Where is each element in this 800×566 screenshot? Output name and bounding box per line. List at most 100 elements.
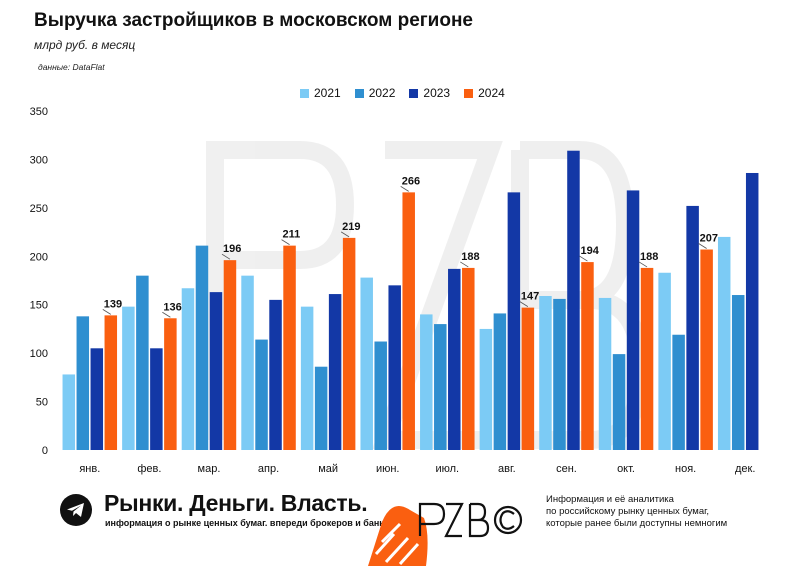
bar-2023-9 bbox=[567, 150, 580, 450]
y-tick-label: 350 bbox=[30, 106, 48, 118]
y-tick-label: 100 bbox=[30, 348, 48, 360]
legend-swatch bbox=[464, 88, 474, 98]
data-source: данные: DataFlat bbox=[38, 62, 105, 72]
legend-item-2024: 2024 bbox=[464, 86, 505, 100]
bar-2022-11 bbox=[672, 334, 685, 450]
bar-2024-1 bbox=[104, 315, 118, 450]
telegram-icon[interactable] bbox=[60, 494, 92, 526]
y-tick-label: 50 bbox=[36, 397, 48, 409]
bar-2022-5 bbox=[314, 366, 328, 450]
bar-2021-8 bbox=[479, 328, 493, 450]
legend-swatch bbox=[409, 88, 419, 98]
data-label: 196 bbox=[223, 243, 241, 255]
bar-2021-5 bbox=[300, 306, 314, 450]
data-label-leader bbox=[162, 311, 171, 318]
bar-2023-7 bbox=[448, 268, 461, 450]
data-label-leader bbox=[281, 239, 290, 245]
data-label: 136 bbox=[163, 301, 181, 313]
bar-2021-4 bbox=[241, 275, 254, 450]
x-tick-label: дек. bbox=[735, 463, 755, 475]
chart-subtitle: млрд руб. в месяц bbox=[34, 38, 136, 52]
bar-2021-6 bbox=[360, 277, 373, 450]
legend: 2021 2022 2023 2024 bbox=[300, 86, 505, 100]
x-axis: янв. фев. мар. апр. май июн. июл. авг. сен. окт. н… bbox=[79, 463, 755, 475]
bar-2023-2 bbox=[150, 348, 163, 450]
bar-2024-10 bbox=[640, 267, 654, 450]
bar-2024-3 bbox=[223, 260, 237, 450]
bar-2023-11 bbox=[686, 205, 699, 450]
data-label: 207 bbox=[700, 233, 718, 245]
legend-swatch bbox=[300, 88, 309, 98]
x-tick-label: апр. bbox=[258, 463, 279, 475]
bar-2021-9 bbox=[539, 295, 552, 450]
data-label-leader bbox=[460, 261, 469, 268]
data-label: 147 bbox=[521, 291, 539, 303]
bars bbox=[62, 150, 759, 451]
bar-2021-11 bbox=[658, 272, 671, 450]
data-label-leader bbox=[400, 186, 409, 192]
legend-label: 2021 bbox=[314, 86, 341, 100]
data-labels: 139 136 196 211 219 266 188 147 194 188 207 bbox=[102, 175, 718, 318]
legend-label: 2023 bbox=[423, 86, 451, 100]
bar-2021-10 bbox=[598, 297, 612, 450]
legend-label: 2022 bbox=[368, 86, 396, 100]
legend-item-2023: 2023 bbox=[409, 86, 450, 100]
y-tick-label: 150 bbox=[30, 300, 48, 312]
y-tick-label: 300 bbox=[30, 154, 48, 166]
bar-2023-5 bbox=[328, 294, 342, 450]
x-tick-label: мар. bbox=[198, 463, 221, 475]
legend-item-2021: 2021 bbox=[300, 86, 341, 100]
bar-2024-8 bbox=[521, 307, 535, 450]
data-label-leader bbox=[579, 255, 588, 262]
bar-2024-4 bbox=[283, 245, 296, 450]
bar-2022-1 bbox=[76, 316, 90, 450]
footer-note-line: по российскому рынку ценных бумаг, bbox=[546, 506, 710, 517]
x-tick-label: сен. bbox=[556, 463, 577, 475]
bar-2022-10 bbox=[612, 354, 626, 450]
x-tick-label: ноя. bbox=[675, 463, 696, 475]
data-label: 266 bbox=[402, 175, 420, 187]
bar-2021-12 bbox=[717, 236, 731, 450]
bar-2023-4 bbox=[269, 299, 282, 450]
bar-2022-9 bbox=[553, 298, 566, 450]
bar-2022-2 bbox=[136, 275, 149, 450]
legend-swatch bbox=[354, 88, 364, 98]
y-tick-label: 250 bbox=[30, 203, 48, 215]
bar-chart: 0 50 100 150 200 250 300 350 янв. фев. мар. апр. ма… bbox=[30, 106, 759, 475]
x-tick-label: янв. bbox=[79, 463, 100, 475]
data-label: 219 bbox=[342, 221, 360, 233]
footer-note: Информация и её аналитика по российскому… bbox=[546, 494, 786, 530]
data-label-leader bbox=[102, 309, 112, 315]
data-label-leader bbox=[340, 231, 350, 238]
footer-note-line: Информация и её аналитика bbox=[546, 494, 674, 505]
bar-2023-10 bbox=[626, 190, 640, 450]
bar-2022-4 bbox=[255, 339, 268, 450]
x-tick-label: май bbox=[318, 463, 338, 475]
bar-2024-7 bbox=[462, 267, 475, 450]
legend-item-2022: 2022 bbox=[354, 86, 396, 100]
brand-name[interactable]: Рынки. Деньги. Власть. bbox=[104, 490, 368, 516]
y-axis: 0 50 100 150 200 250 300 350 bbox=[30, 106, 48, 457]
bar-2022-3 bbox=[195, 245, 209, 450]
data-label: 211 bbox=[283, 229, 301, 241]
footer: Рынки. Деньги. Власть. информация о рынк… bbox=[0, 478, 800, 566]
bar-2022-7 bbox=[434, 324, 447, 450]
rzb-logo bbox=[368, 502, 523, 566]
data-label: 188 bbox=[640, 251, 658, 263]
bar-2022-8 bbox=[493, 313, 507, 450]
bar-2023-6 bbox=[388, 285, 401, 450]
y-tick-label: 0 bbox=[42, 445, 48, 457]
bar-2021-1 bbox=[62, 374, 76, 450]
x-tick-label: авг. bbox=[498, 463, 516, 475]
chart-title: Выручка застройщиков в московском регион… bbox=[34, 10, 474, 31]
x-tick-label: фев. bbox=[137, 463, 161, 475]
x-tick-label: июл. bbox=[435, 463, 459, 475]
bar-2023-1 bbox=[90, 348, 104, 450]
x-tick-label: окт. bbox=[617, 463, 635, 475]
data-label-leader bbox=[638, 261, 648, 268]
bar-2021-7 bbox=[420, 314, 433, 450]
bar-2023-12 bbox=[745, 172, 759, 450]
bar-2022-6 bbox=[374, 341, 387, 450]
bar-2024-2 bbox=[164, 318, 177, 450]
bar-2022-12 bbox=[731, 295, 745, 450]
